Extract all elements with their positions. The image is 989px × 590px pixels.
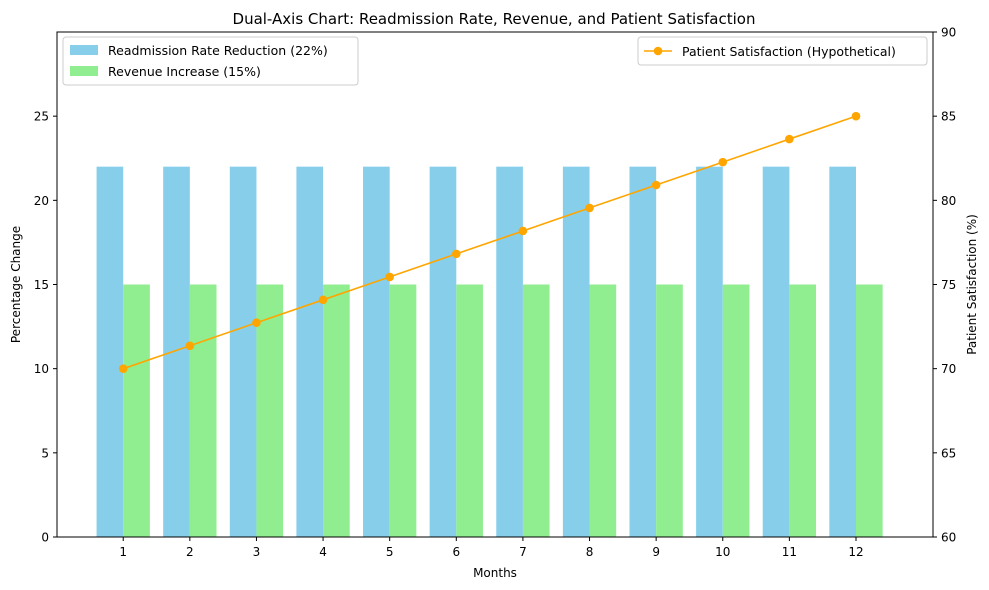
satisfaction-point-11 <box>785 134 794 144</box>
y2-tick-label: 80 <box>941 194 956 208</box>
readmission-bar-11 <box>762 166 790 537</box>
readmission-bar-6 <box>429 166 457 537</box>
x-tick-label: 11 <box>782 545 797 559</box>
y-tick-label: 20 <box>34 194 49 208</box>
satisfaction-point-3 <box>252 318 261 328</box>
bars-group <box>96 166 883 537</box>
legend-left-box <box>62 36 359 86</box>
y2-tick-label: 65 <box>941 446 956 460</box>
x-tick-label: 7 <box>519 545 527 559</box>
x-tick-label: 2 <box>186 545 194 559</box>
y-axis-label: Percentage Change <box>9 226 23 343</box>
y2-tick-label: 85 <box>941 110 956 124</box>
x-tick-label: 8 <box>586 545 594 559</box>
x-tick-label: 5 <box>386 545 394 559</box>
readmission-bar-8 <box>562 166 590 537</box>
chart-title: Dual-Axis Chart: Readmission Rate, Reven… <box>233 10 756 28</box>
readmission-bar-2 <box>163 166 190 537</box>
y2-axis-label: Patient Satisfaction (%) <box>965 214 979 355</box>
readmission-bar-1 <box>96 166 124 537</box>
y-tick-label: 10 <box>34 362 49 376</box>
satisfaction-line <box>122 115 857 370</box>
y2-tick-label: 75 <box>941 278 956 292</box>
satisfaction-point-12 <box>851 111 861 121</box>
revenue-bar-8 <box>589 284 617 537</box>
revenue-bar-12 <box>855 284 883 537</box>
x-tick-label: 1 <box>119 545 127 559</box>
legend-right: Patient Satisfaction (Hypothetical) <box>637 36 928 66</box>
legend-right-box <box>637 36 928 66</box>
y-tick-label: 0 <box>41 531 49 545</box>
y2-tick-label: 60 <box>941 531 956 545</box>
satisfaction-point-4 <box>318 295 328 305</box>
legend-label: Readmission Rate Reduction (22%) <box>108 43 328 58</box>
readmission-bar-9 <box>629 166 657 537</box>
x-tick-label: 3 <box>253 545 261 559</box>
revenue-bar-6 <box>456 284 483 537</box>
readmission-bar-4 <box>296 166 324 537</box>
readmission-bar-10 <box>696 166 723 537</box>
revenue-bar-1 <box>123 284 150 537</box>
satisfaction-point-5 <box>385 272 394 282</box>
y2-tick-label: 70 <box>941 362 956 376</box>
x-tick-label: 6 <box>452 545 460 559</box>
satisfaction-point-8 <box>585 203 594 213</box>
y2-tick-label: 90 <box>941 26 956 40</box>
readmission-bar-3 <box>229 166 257 537</box>
satisfaction-point-10 <box>718 157 728 167</box>
legend-swatch <box>70 66 98 76</box>
line-series-group <box>118 111 861 373</box>
x-axis: 1 2 3 4 5 6 7 8 9 10 11 12 <box>119 537 864 559</box>
x-axis-label: Months <box>473 566 517 580</box>
revenue-bar-4 <box>323 284 350 537</box>
legend-swatch <box>70 45 98 55</box>
revenue-bar-2 <box>189 284 217 537</box>
readmission-bar-12 <box>829 166 856 537</box>
satisfaction-point-9 <box>651 180 661 190</box>
readmission-bar-7 <box>496 166 523 537</box>
y-tick-label: 5 <box>41 446 49 460</box>
legend-marker <box>653 46 663 56</box>
x-tick-label: 9 <box>652 545 660 559</box>
satisfaction-point-6 <box>451 249 461 259</box>
revenue-bar-9 <box>656 284 683 537</box>
revenue-bar-10 <box>722 284 750 537</box>
y-axis-left: 0 5 10 15 20 25 <box>34 110 57 545</box>
satisfaction-point-2 <box>185 341 195 351</box>
revenue-bar-7 <box>522 284 550 537</box>
satisfaction-point-1 <box>118 364 128 373</box>
revenue-bar-5 <box>389 284 417 537</box>
legend-label: Patient Satisfaction (Hypothetical) <box>682 44 896 59</box>
satisfaction-point-7 <box>518 226 528 236</box>
revenue-bar-11 <box>789 284 817 537</box>
legend-left: Readmission Rate Reduction (22%) Revenue … <box>62 36 359 86</box>
x-tick-label: 4 <box>319 545 327 559</box>
y-axis-right: 60 65 70 75 80 85 90 <box>933 26 956 545</box>
legend-label: Revenue Increase (15%) <box>108 64 261 79</box>
x-tick-label: 10 <box>715 545 730 559</box>
readmission-bar-5 <box>363 166 390 537</box>
revenue-bar-3 <box>256 284 284 537</box>
y-tick-label: 25 <box>34 110 49 124</box>
y-tick-label: 15 <box>34 278 49 292</box>
x-tick-label: 12 <box>848 545 863 559</box>
